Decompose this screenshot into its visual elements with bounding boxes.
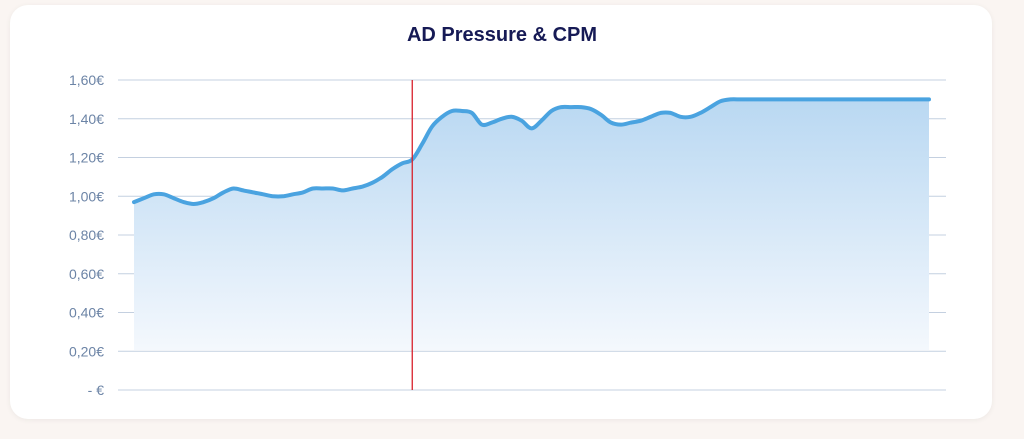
chart-title: AD Pressure & CPM xyxy=(406,24,598,46)
series-area xyxy=(134,99,929,351)
y-tick-label: 0,80€ xyxy=(69,227,104,243)
y-tick-label: 0,40€ xyxy=(69,305,104,321)
series-line xyxy=(132,97,931,206)
y-tick-label: 1,60€ xyxy=(69,72,104,88)
y-tick-label: 0,60€ xyxy=(69,266,104,282)
y-tick-label: 1,00€ xyxy=(69,188,104,204)
y-tick-label: 1,20€ xyxy=(69,150,104,166)
y-tick-label: - € xyxy=(88,382,105,398)
y-tick-label: 1,40€ xyxy=(69,111,104,127)
y-tick-label: 0,20€ xyxy=(69,343,104,359)
